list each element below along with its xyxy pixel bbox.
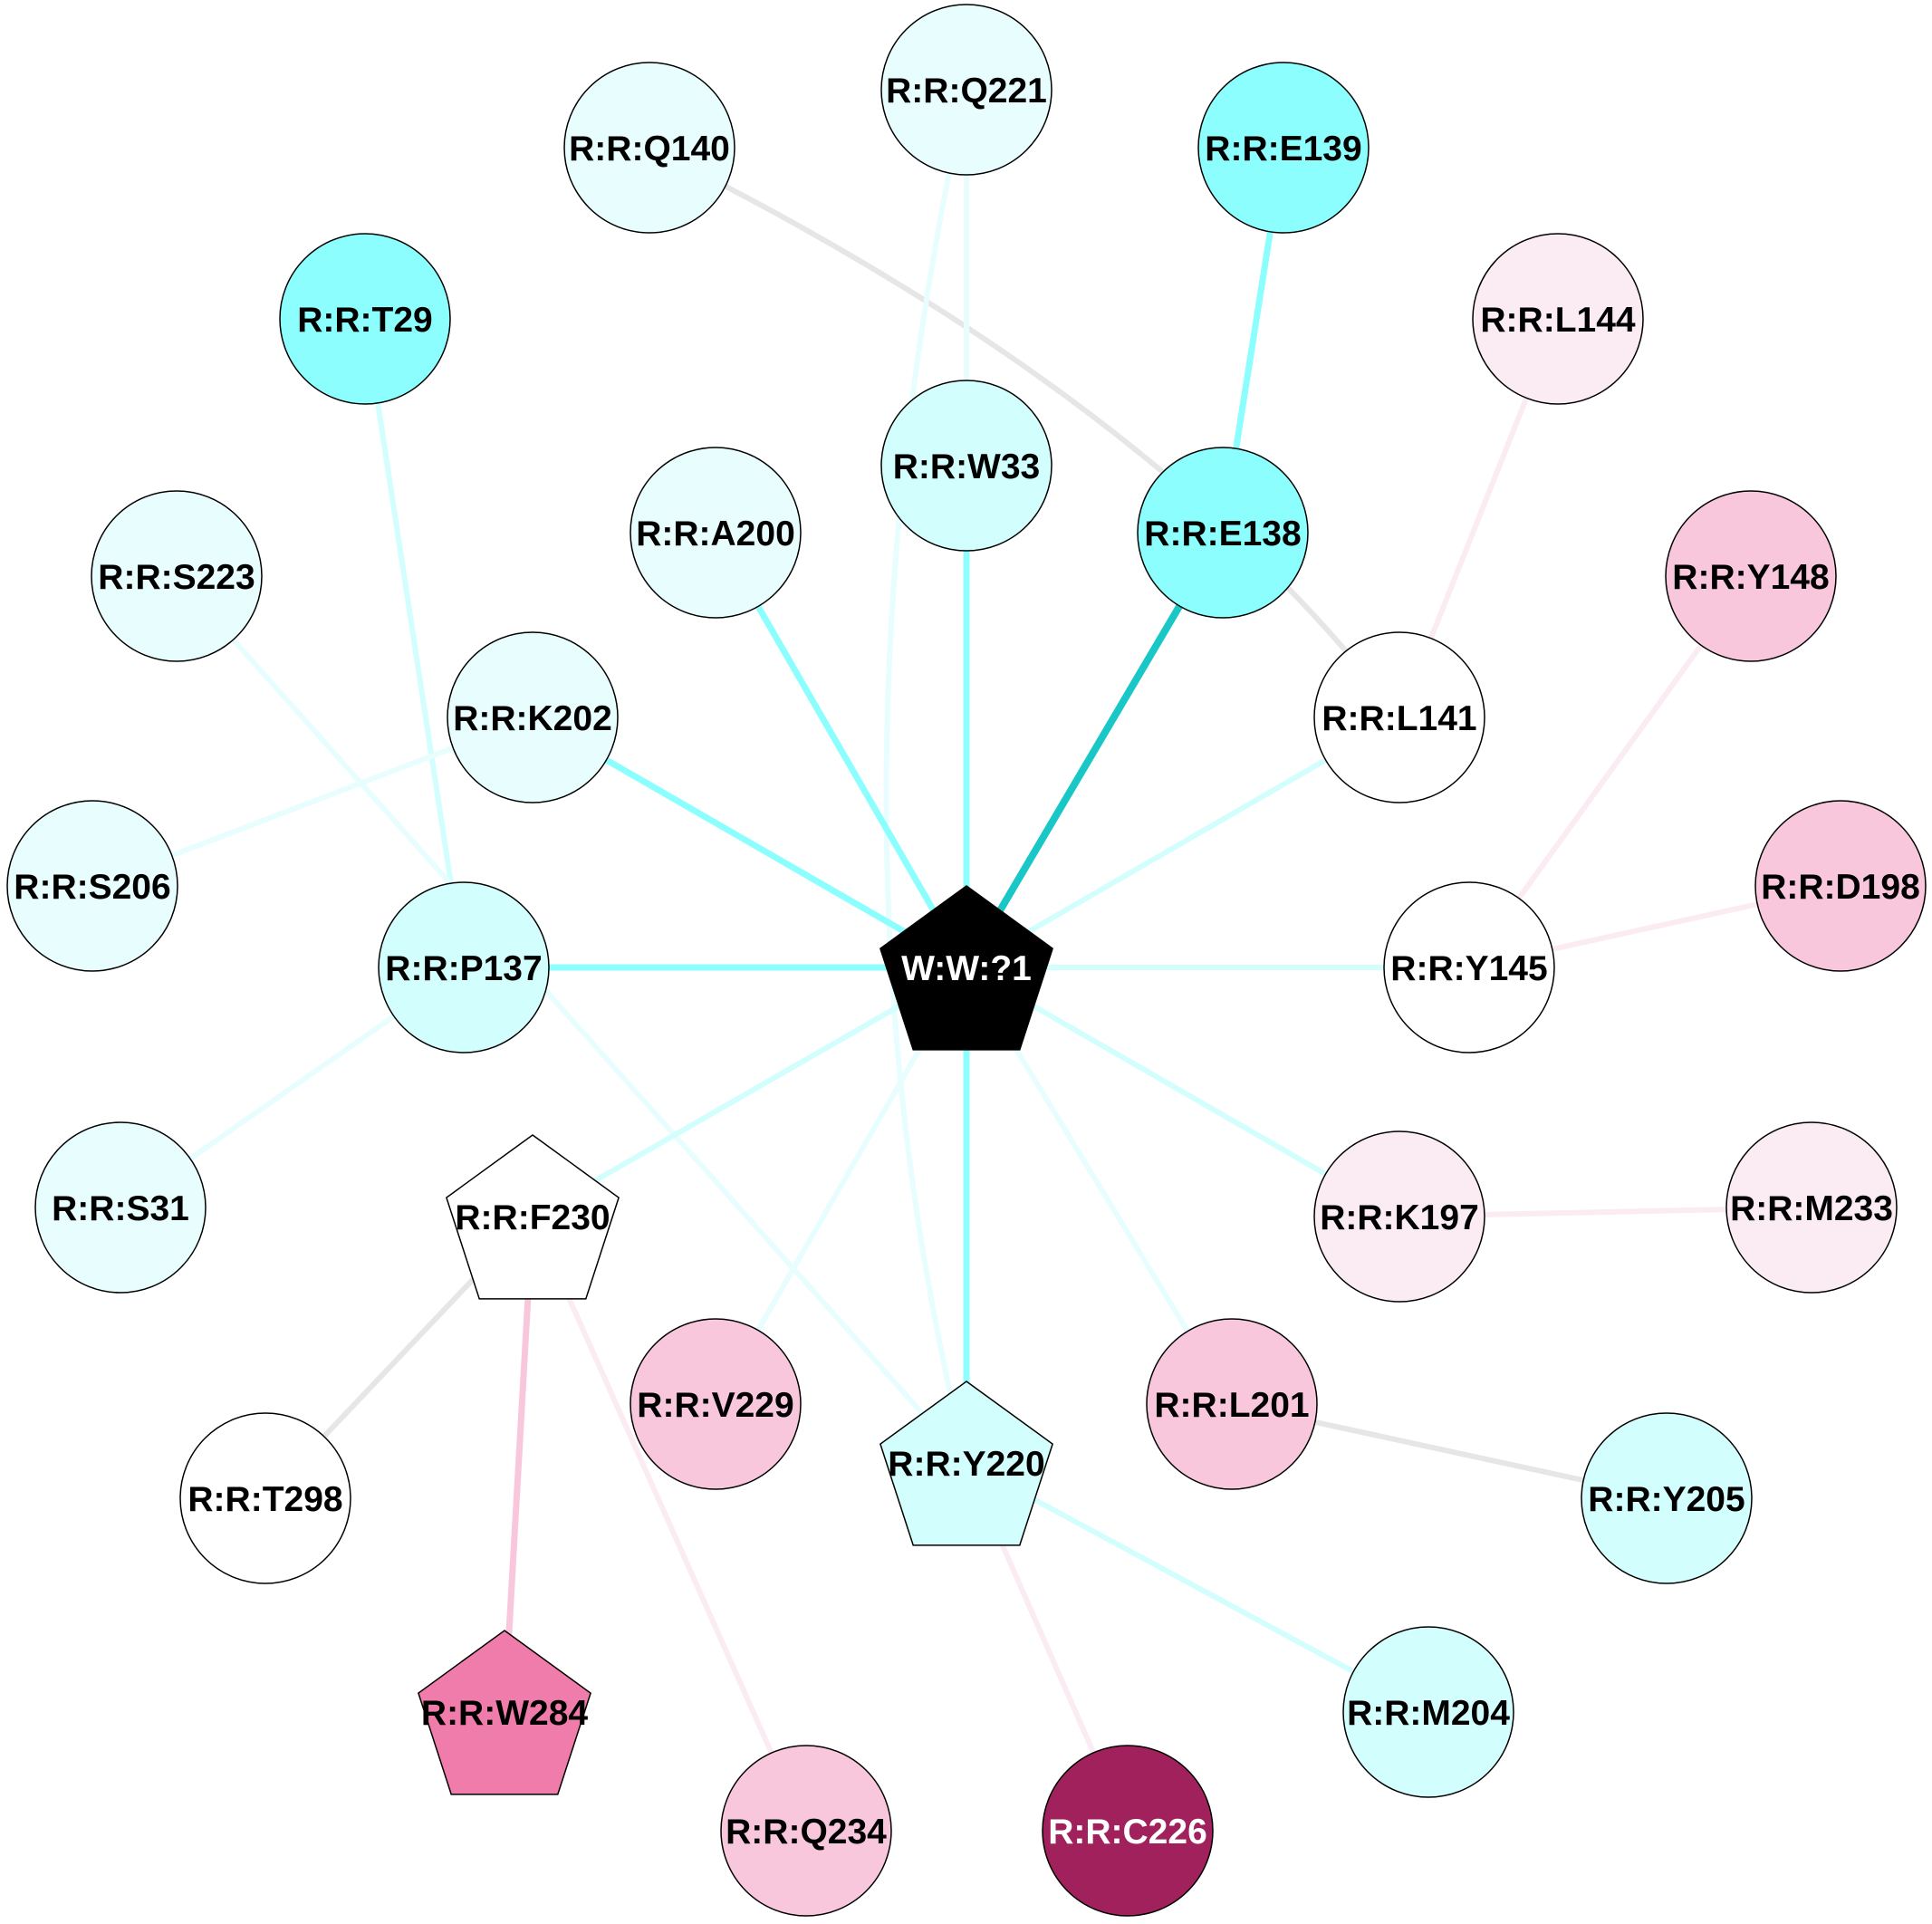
node-shape-r-r-y220	[879, 1380, 1053, 1546]
node-label-r-r-q221: R:R:Q221	[886, 72, 1047, 111]
node-shape-r-r-l144	[1472, 233, 1644, 405]
node-label-r-r-d198: R:R:D198	[1761, 868, 1920, 907]
node-shape-r-r-m204	[1342, 1626, 1514, 1798]
node-shape-r-r-q234	[720, 1745, 892, 1917]
node-r-r-y205[interactable]: R:R:Y205	[1581, 1412, 1753, 1584]
node-r-r-w284[interactable]: R:R:W284	[418, 1630, 591, 1795]
node-shape-r-r-p137	[378, 881, 550, 1053]
edge-r-r-q221-r-r-y220	[883, 87, 969, 1466]
node-r-r-f230[interactable]: R:R:F230	[446, 1134, 620, 1300]
node-label-r-r-k197: R:R:K197	[1320, 1198, 1479, 1237]
node-shape-r-r-w284	[418, 1630, 591, 1795]
node-shape-r-r-y148	[1665, 490, 1837, 662]
node-r-r-q221[interactable]: R:R:Q221	[880, 4, 1053, 176]
node-label-r-r-w284: R:R:W284	[421, 1694, 588, 1733]
node-label-w-w-1: W:W:?1	[901, 949, 1032, 988]
node-r-r-p137[interactable]: R:R:P137	[378, 881, 550, 1053]
node-r-r-q234[interactable]: R:R:Q234	[720, 1745, 892, 1917]
node-shape-r-r-l141	[1313, 631, 1485, 803]
node-r-r-s223[interactable]: R:R:S223	[91, 490, 263, 662]
node-label-r-r-y205: R:R:Y205	[1588, 1480, 1745, 1519]
node-label-r-r-s223: R:R:S223	[98, 558, 255, 597]
node-shape-r-r-t29	[279, 233, 451, 405]
node-label-r-r-t298: R:R:T298	[187, 1480, 342, 1519]
node-shape-r-r-m233	[1725, 1121, 1898, 1294]
node-r-r-k197[interactable]: R:R:K197	[1313, 1130, 1485, 1303]
node-shape-r-r-k202	[447, 631, 619, 803]
node-label-r-r-q140: R:R:Q140	[569, 130, 730, 168]
node-shape-r-r-f230	[446, 1134, 620, 1300]
node-shape-r-r-y145	[1383, 881, 1555, 1053]
node-shape-r-r-q221	[880, 4, 1053, 176]
node-shape-r-r-s223	[91, 490, 263, 662]
node-label-r-r-l144: R:R:L144	[1480, 301, 1636, 340]
node-r-r-e139[interactable]: R:R:E139	[1197, 62, 1370, 234]
node-shape-r-r-l201	[1146, 1318, 1318, 1490]
node-r-r-k202[interactable]: R:R:K202	[447, 631, 619, 803]
nodes-layer: W:W:?1 R:R:Q140 R:R:Q221 R:R:E139 R:R:T29 R:R…	[6, 4, 1927, 1917]
node-shape-r-r-a200	[630, 447, 802, 619]
node-shape-r-r-q140	[563, 62, 735, 234]
node-r-r-y220[interactable]: R:R:Y220	[879, 1380, 1053, 1546]
node-shape-r-r-w33	[880, 380, 1053, 552]
node-shape-r-r-e139	[1197, 62, 1370, 234]
node-r-r-l141[interactable]: R:R:L141	[1313, 631, 1485, 803]
node-r-r-d198[interactable]: R:R:D198	[1754, 800, 1927, 972]
node-r-r-t298[interactable]: R:R:T298	[179, 1412, 351, 1584]
node-r-r-l144[interactable]: R:R:L144	[1472, 233, 1644, 405]
node-shape-r-r-e138	[1137, 447, 1309, 619]
node-shape-r-r-c226	[1042, 1745, 1214, 1917]
node-shape-r-r-t298	[179, 1412, 351, 1584]
node-label-r-r-a200: R:R:A200	[636, 515, 795, 553]
node-label-r-r-v229: R:R:V229	[637, 1386, 793, 1425]
node-shape-w-w-1	[879, 885, 1053, 1051]
node-shape-r-r-y205	[1581, 1412, 1753, 1584]
node-label-r-r-m204: R:R:M204	[1347, 1694, 1510, 1733]
node-shape-r-r-k197	[1313, 1130, 1485, 1303]
node-r-r-y148[interactable]: R:R:Y148	[1665, 490, 1837, 662]
edge-r-r-f230-w-w-1	[530, 965, 969, 1219]
node-label-r-r-q234: R:R:Q234	[726, 1813, 887, 1852]
node-r-r-s31[interactable]: R:R:S31	[34, 1121, 207, 1294]
node-label-r-r-f230: R:R:F230	[455, 1198, 610, 1237]
edge-r-r-f230-r-r-q234	[530, 1214, 809, 1833]
node-r-r-m233[interactable]: R:R:M233	[1725, 1121, 1898, 1294]
node-label-r-r-k202: R:R:K202	[453, 699, 612, 738]
node-r-r-w33[interactable]: R:R:W33	[880, 380, 1053, 552]
node-label-r-r-y220: R:R:Y220	[888, 1445, 1044, 1484]
node-label-r-r-s31: R:R:S31	[52, 1189, 189, 1228]
node-shape-r-r-s206	[6, 800, 178, 972]
node-r-r-e138[interactable]: R:R:E138	[1137, 447, 1309, 619]
node-r-r-s206[interactable]: R:R:S206	[6, 800, 178, 972]
node-shape-r-r-d198	[1754, 800, 1927, 972]
node-label-r-r-w33: R:R:W33	[893, 447, 1041, 486]
node-r-r-t29[interactable]: R:R:T29	[279, 233, 451, 405]
node-r-r-q140[interactable]: R:R:Q140	[563, 62, 735, 234]
edge-r-r-y220-r-r-m204	[964, 1460, 1431, 1715]
node-r-r-y145[interactable]: R:R:Y145	[1383, 881, 1555, 1053]
node-r-r-a200[interactable]: R:R:A200	[630, 447, 802, 619]
node-label-r-r-s206: R:R:S206	[14, 868, 170, 907]
node-shape-r-r-v229	[630, 1318, 802, 1490]
node-label-r-r-t29: R:R:T29	[297, 301, 433, 340]
node-label-r-r-p137: R:R:P137	[385, 949, 542, 988]
node-label-r-r-l141: R:R:L141	[1322, 699, 1476, 738]
node-label-r-r-y148: R:R:Y148	[1672, 558, 1829, 597]
node-r-r-m204[interactable]: R:R:M204	[1342, 1626, 1514, 1798]
node-label-r-r-e138: R:R:E138	[1144, 515, 1301, 553]
node-label-r-r-e139: R:R:E139	[1205, 130, 1361, 168]
node-r-r-c226[interactable]: R:R:C226	[1042, 1745, 1214, 1917]
node-r-r-v229[interactable]: R:R:V229	[630, 1318, 802, 1490]
node-w-w-1[interactable]: W:W:?1	[879, 885, 1053, 1051]
node-label-r-r-m233: R:R:M233	[1730, 1189, 1893, 1228]
edge-r-r-q140-r-r-l141	[647, 145, 1402, 720]
node-label-r-r-y145: R:R:Y145	[1390, 949, 1547, 988]
node-r-r-l201[interactable]: R:R:L201	[1146, 1318, 1318, 1490]
edge-r-r-t29-r-r-p137	[362, 316, 466, 970]
edge-r-r-s223-r-r-y220	[174, 573, 969, 1466]
node-label-r-r-l201: R:R:L201	[1154, 1386, 1309, 1425]
node-label-r-r-c226: R:R:C226	[1048, 1813, 1207, 1852]
node-shape-r-r-s31	[34, 1121, 207, 1294]
